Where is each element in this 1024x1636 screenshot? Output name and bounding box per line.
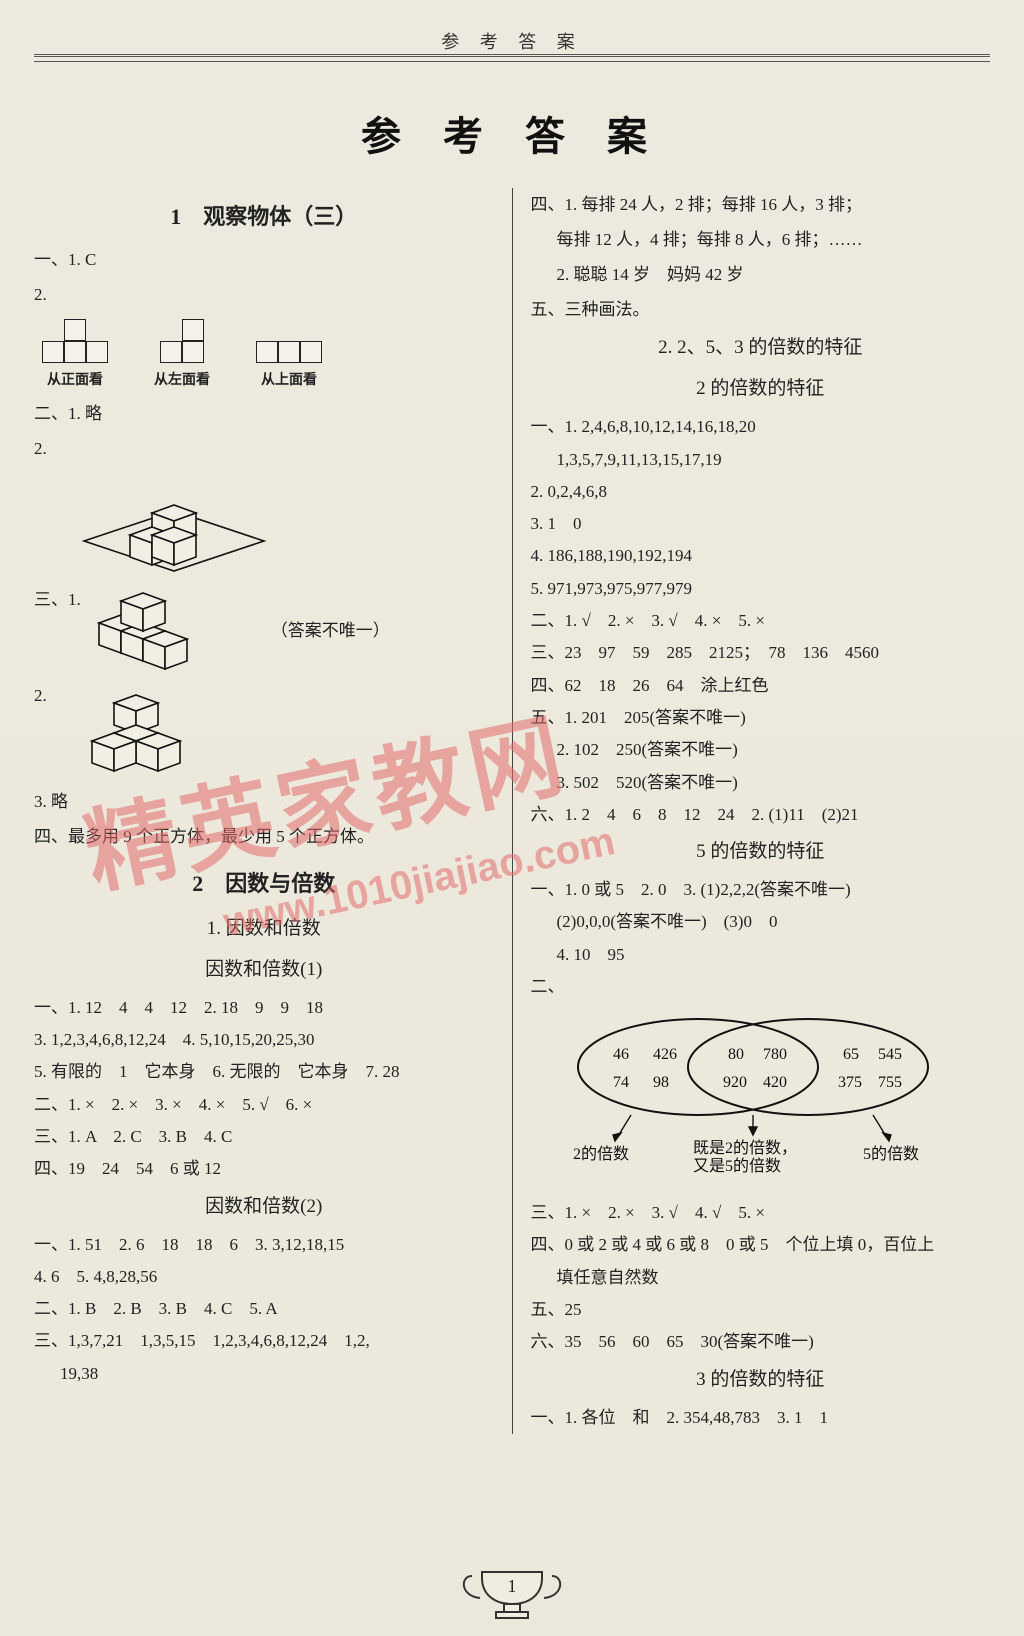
line: 19,38 — [60, 1358, 494, 1390]
sec-mult3: 3 的倍数的特征 — [531, 1361, 991, 1400]
line: 4. 186,188,190,192,194 — [531, 540, 991, 572]
line: 三、1. — [34, 583, 494, 679]
sec2-sub1: 1. 因数和倍数 — [34, 910, 494, 949]
line: 四、最多用 9 个正方体，最少用 5 个正方体。 — [34, 820, 494, 855]
svg-text:65: 65 — [843, 1046, 859, 1063]
trophy-icon: 1 — [452, 1566, 572, 1622]
line: 一、1. 各位 和 2. 354,48,783 3. 1 1 — [531, 1402, 991, 1434]
view-left: 从左面看 — [154, 319, 210, 396]
line: 二、1. × 2. × 3. × 4. × 5. √ 6. × — [34, 1089, 494, 1121]
venn-cap-mid2: 又是5的倍数 — [693, 1157, 781, 1175]
caption-top: 从上面看 — [261, 367, 317, 396]
footer: 1 — [0, 1566, 1024, 1622]
sec-253: 2. 2、5、3 的倍数的特征 — [531, 329, 991, 368]
line: 3. 1,2,3,4,6,8,12,24 4. 5,10,15,20,25,30 — [34, 1024, 494, 1056]
line: 三、1. × 2. × 3. √ 4. √ 5. × — [531, 1197, 991, 1229]
sec2-sub1a: 因数和倍数(1) — [34, 951, 494, 990]
svg-text:420: 420 — [763, 1074, 787, 1091]
line: 2. — [34, 432, 494, 467]
label: 三、1. — [34, 583, 81, 618]
note: （答案不唯一） — [271, 614, 390, 649]
line: 四、62 18 26 64 涂上红色 — [531, 670, 991, 702]
sec-mult5: 5 的倍数的特征 — [531, 833, 991, 872]
line: 2. 102 250(答案不唯一) — [557, 734, 991, 766]
venn-cap-mid1: 既是2的倍数， — [693, 1139, 797, 1157]
line: 1,3,5,7,9,11,13,15,17,19 — [557, 444, 991, 476]
sec-mult2: 2 的倍数的特征 — [531, 370, 991, 409]
line: 四、19 24 54 6 或 12 — [34, 1153, 494, 1185]
line: 填任意自然数 — [557, 1262, 991, 1294]
line: 4. 10 95 — [557, 939, 991, 971]
line: 四、0 或 2 或 4 或 6 或 8 0 或 5 个位上填 0，百位上 — [531, 1229, 991, 1261]
svg-text:755: 755 — [878, 1074, 902, 1091]
line: 三、1,3,7,21 1,3,5,15 1,2,3,4,6,8,12,24 1,… — [34, 1325, 494, 1357]
venn-cap-left: 2的倍数 — [573, 1145, 629, 1163]
line: 五、三种画法。 — [531, 293, 991, 328]
page: 参 考 答 案 参 考 答 案 1 观察物体（三） 一、1. C 2. 从正面看 — [0, 0, 1024, 1636]
view-top: 从上面看 — [256, 341, 322, 396]
line: (2)0,0,0(答案不唯一) (3)0 0 — [557, 906, 991, 938]
running-head: 参 考 答 案 — [34, 28, 990, 54]
label: 2. — [34, 679, 74, 714]
line: 二、1. 略 — [34, 397, 494, 432]
svg-text:780: 780 — [763, 1046, 787, 1063]
svg-text:80: 80 — [728, 1046, 744, 1063]
line: 5. 971,973,975,977,979 — [531, 573, 991, 605]
caption-front: 从正面看 — [47, 367, 103, 396]
line: 一、1. 2,4,6,8,10,12,14,16,18,20 — [531, 411, 991, 443]
line: 二、1. √ 2. × 3. √ 4. × 5. × — [531, 605, 991, 637]
line: 3. 略 — [34, 785, 494, 820]
line: 2. 0,2,4,6,8 — [531, 476, 991, 508]
line: 一、1. 0 或 5 2. 0 3. (1)2,2,2(答案不唯一) — [531, 874, 991, 906]
venn-cap-right: 5的倍数 — [863, 1145, 919, 1163]
line: 六、1. 2 4 6 8 12 24 2. (1)11 (2)21 — [531, 799, 991, 831]
line: 三、23 97 59 285 2125； 78 136 4560 — [531, 637, 991, 669]
caption-left: 从左面看 — [154, 367, 210, 396]
sec2-sub1b: 因数和倍数(2) — [34, 1188, 494, 1227]
line: 五、1. 201 205(答案不唯一) — [531, 702, 991, 734]
sec2-title: 2 因数与倍数 — [34, 861, 494, 906]
iso-figure-1 — [64, 471, 494, 581]
svg-text:375: 375 — [838, 1074, 862, 1091]
line: 2. — [34, 278, 494, 313]
svg-text:426: 426 — [653, 1046, 677, 1063]
three-views: 从正面看 从左面看 从上面看 — [42, 319, 494, 396]
sec1-title: 1 观察物体（三） — [34, 194, 494, 239]
line: 二、1. B 2. B 3. B 4. C 5. A — [34, 1293, 494, 1325]
line: 一、1. 12 4 4 12 2. 18 9 9 18 — [34, 992, 494, 1024]
line: 六、35 56 60 65 30(答案不唯一) — [531, 1326, 991, 1358]
line: 4. 6 5. 4,8,28,56 — [34, 1261, 494, 1293]
header-rule — [34, 54, 990, 62]
svg-text:74: 74 — [613, 1074, 629, 1091]
line: 每排 12 人，4 排；每排 8 人，6 排；…… — [557, 223, 991, 258]
left-column: 1 观察物体（三） 一、1. C 2. 从正面看 从左面看 — [34, 188, 512, 1434]
svg-text:545: 545 — [878, 1046, 902, 1063]
line: 3. 1 0 — [531, 508, 991, 540]
line: 2. 聪聪 14 岁 妈妈 42 岁 — [557, 258, 991, 293]
page-title: 参 考 答 案 — [34, 104, 990, 162]
svg-text:46: 46 — [613, 1046, 629, 1063]
svg-text:920: 920 — [723, 1074, 747, 1091]
view-front: 从正面看 — [42, 319, 108, 396]
line: 5. 有限的 1 它本身 6. 无限的 它本身 7. 28 — [34, 1056, 494, 1088]
svg-text:98: 98 — [653, 1074, 669, 1091]
line: 三、1. A 2. C 3. B 4. C — [34, 1121, 494, 1153]
line: 五、25 — [531, 1294, 991, 1326]
line: 四、1. 每排 24 人，2 排；每排 16 人，3 排； — [531, 188, 991, 223]
line: 2. — [34, 679, 494, 785]
line: 一、1. 51 2. 6 18 18 6 3. 3,12,18,15 — [34, 1229, 494, 1261]
venn-diagram: 46 426 74 98 80 780 920 420 65 545 375 755 — [543, 1007, 991, 1195]
line: 3. 502 520(答案不唯一) — [557, 767, 991, 799]
columns: 1 观察物体（三） 一、1. C 2. 从正面看 从左面看 — [34, 188, 990, 1434]
right-column: 四、1. 每排 24 人，2 排；每排 16 人，3 排； 每排 12 人，4 … — [512, 188, 991, 1434]
line: 一、1. C — [34, 243, 494, 278]
line: 二、 — [531, 971, 991, 1003]
page-number: 1 — [508, 1576, 517, 1596]
